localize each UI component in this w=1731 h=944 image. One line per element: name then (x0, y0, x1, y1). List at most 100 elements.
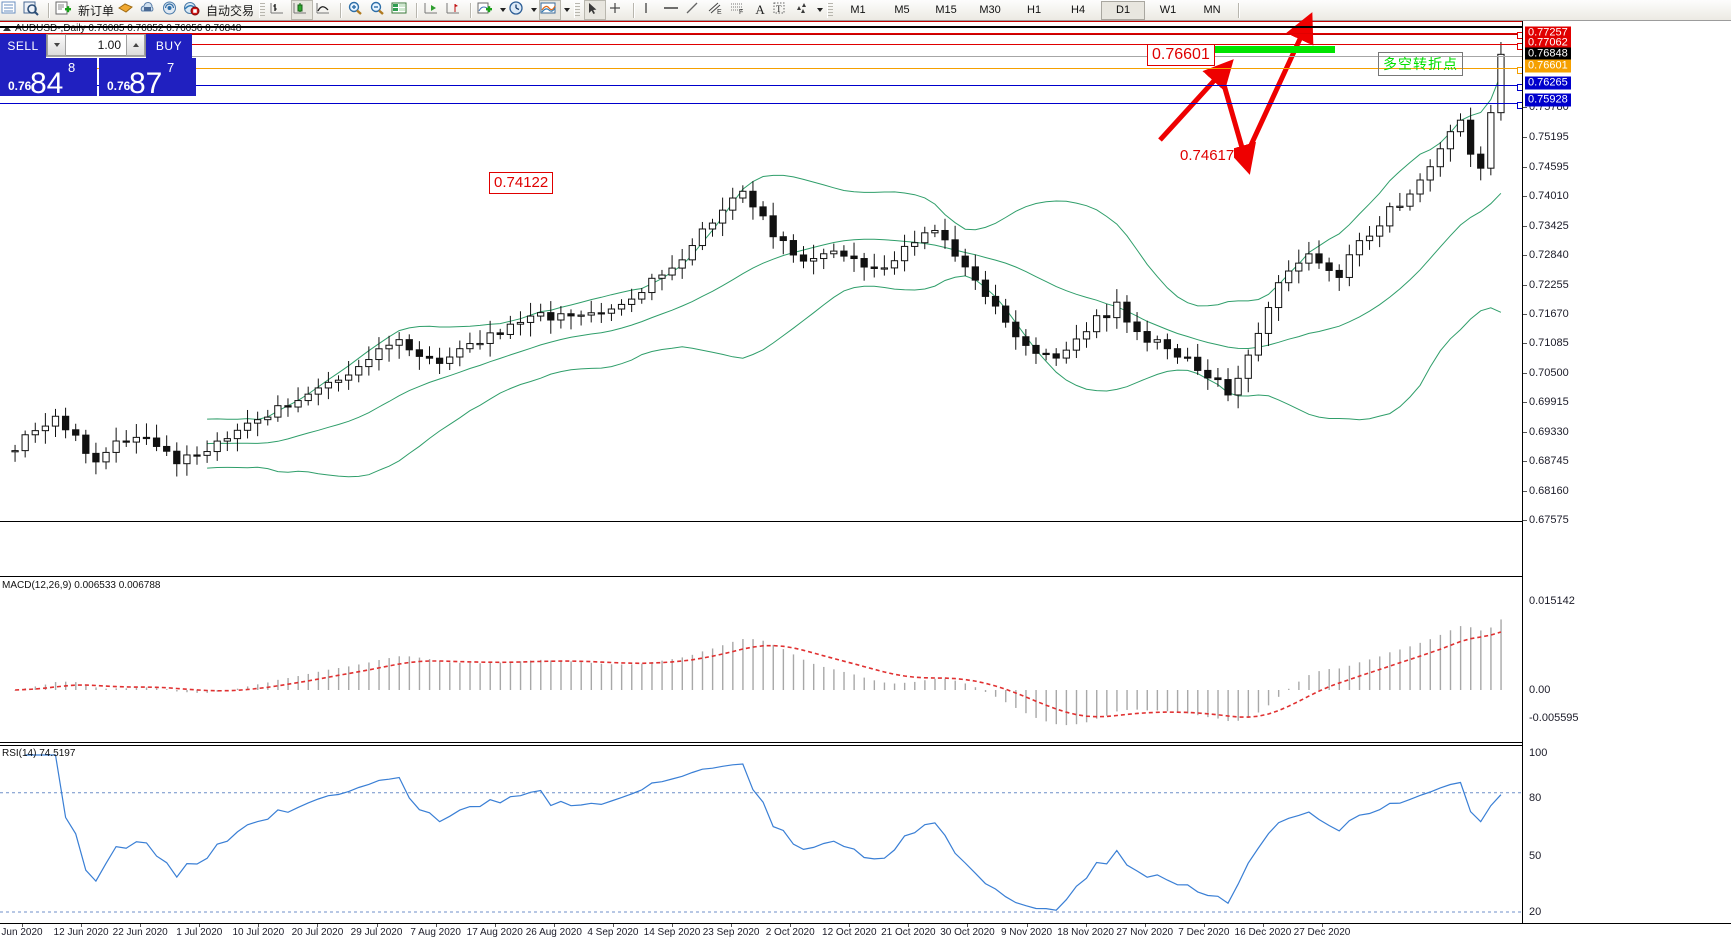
price-badge-blue-level[interactable]: 0.76265 (1525, 76, 1571, 90)
candlestick-series[interactable] (11, 41, 1505, 477)
volume-input[interactable]: 1.00 (97, 38, 121, 52)
volume-stepper[interactable]: 1.00 (46, 34, 146, 56)
mql-community-icon[interactable] (139, 1, 159, 19)
vertical-line-icon[interactable] (640, 1, 660, 19)
price-tag-december-low[interactable]: 0.74617 (1180, 146, 1235, 166)
time-axis-label: 27 Dec 2020 (1293, 927, 1351, 938)
bollinger-bands (207, 74, 1502, 478)
axis-tick (1523, 284, 1527, 286)
objects-dropdown-icon[interactable] (815, 1, 824, 19)
equidistant-channel-icon[interactable]: E (706, 1, 726, 19)
time-axis-label: 27 Nov 2020 (1116, 927, 1174, 938)
timeframe-m1[interactable]: M1 (850, 4, 866, 16)
price-tag-resistance[interactable]: 0.76601 (1147, 44, 1215, 66)
data-search-icon[interactable] (23, 1, 43, 19)
toolbar-grip[interactable] (827, 2, 834, 18)
time-tick (494, 924, 496, 927)
level-line-black-top[interactable] (0, 26, 1522, 28)
price-axis-label: 0.74010 (1529, 190, 1569, 203)
bollinger-middle (207, 192, 1502, 445)
line-chart-icon[interactable] (315, 1, 335, 19)
timeframe-h1[interactable]: H1 (1027, 4, 1042, 16)
toolbar-separator (633, 2, 636, 18)
cursor-icon[interactable] (584, 0, 607, 20)
new-order-icon[interactable] (55, 1, 75, 19)
time-tick (22, 924, 23, 927)
level-line-red-77062[interactable] (0, 43, 1524, 50)
buy-button[interactable]: BUY (146, 34, 192, 58)
oscillator-axis-label: 0.015142 (1529, 595, 1575, 607)
toolbar-grip[interactable] (574, 2, 581, 18)
axis-tick (1523, 136, 1527, 138)
collapse-triangle-icon[interactable] (3, 25, 11, 31)
price-axis-label: 0.74595 (1529, 160, 1569, 173)
timeframe-mn[interactable]: MN (1203, 4, 1221, 16)
level-line-red-77257[interactable] (0, 32, 1524, 39)
sell-price-display[interactable]: 0.76 84 8 (0, 58, 97, 99)
price-badge-blue-level[interactable]: 0.75928 (1525, 93, 1571, 107)
time-axis-label: 22 Jun 2020 (112, 927, 168, 938)
chart-shift-icon[interactable] (423, 1, 443, 19)
auto-trading-icon[interactable] (183, 1, 203, 19)
time-tick (1203, 924, 1205, 927)
period-icon[interactable] (508, 1, 528, 19)
candlestick-chart-icon[interactable] (291, 0, 314, 20)
new-order-label[interactable]: 新订单 (78, 3, 115, 18)
templates-dropdown-icon[interactable] (562, 1, 571, 19)
price-badge-red-level[interactable]: 0.77257 (1525, 26, 1571, 40)
price-badge-red-level[interactable]: 0.77062 (1525, 36, 1571, 50)
buy-price-prefix: 0.76 (107, 79, 131, 93)
expert-advisors-icon[interactable] (117, 1, 137, 19)
fibonacci-icon[interactable]: F (728, 1, 748, 19)
trend-arrow-1[interactable] (1158, 59, 1234, 142)
timeframe-m15[interactable]: M15 (935, 4, 957, 16)
axis-tick (1523, 402, 1527, 404)
pane-divider-macd-top (0, 576, 1731, 577)
bar-chart-icon[interactable] (269, 1, 289, 19)
main-toolbar[interactable]: 新订单 自动交易 (0, 0, 1731, 21)
signals-icon[interactable] (161, 1, 181, 19)
price-badge-orange-level[interactable]: 0.76601 (1525, 59, 1571, 73)
level-line-orange-76601[interactable] (0, 67, 1524, 74)
objects-list-icon[interactable] (794, 1, 814, 19)
text-icon[interactable]: A (755, 2, 765, 17)
crosshair-icon[interactable] (608, 1, 628, 19)
volume-decrement-button[interactable] (47, 34, 66, 56)
auto-trading-label[interactable]: 自动交易 (206, 3, 255, 18)
timeframe-m5[interactable]: M5 (894, 4, 910, 16)
trend-arrow-2[interactable] (1219, 77, 1256, 175)
level-line-gray-76848[interactable] (0, 56, 1522, 57)
trendline-icon[interactable] (684, 1, 704, 19)
indicators-dropdown-icon[interactable] (498, 1, 507, 19)
templates-icon[interactable] (539, 0, 562, 20)
label-icon[interactable]: T (772, 1, 792, 19)
data-window-icon[interactable] (391, 1, 411, 19)
zoom-in-icon[interactable] (347, 1, 367, 19)
zoom-out-icon[interactable] (369, 1, 389, 19)
volume-increment-button[interactable] (126, 34, 145, 56)
time-axis-label: 20 Jul 2020 (291, 927, 344, 938)
timeframe-m30[interactable]: M30 (979, 4, 1001, 16)
price-axis[interactable]: 0.75780 0.75195 0.74595 0.74010 0.73425 0.728… (1522, 21, 1731, 923)
period-dropdown-icon[interactable] (529, 1, 538, 19)
toolbar-grip[interactable] (259, 2, 266, 18)
green-resistance-highlight[interactable] (1205, 46, 1335, 53)
timeframe-h4[interactable]: H4 (1071, 4, 1086, 16)
timeframe-w1[interactable]: W1 (1159, 4, 1177, 16)
level-line-blue-76265[interactable] (0, 84, 1524, 91)
one-click-trading-panel[interactable]: SELL 1.00 BUY 0.76 84 8 0.76 87 7 (0, 34, 198, 99)
price-tag-august-high[interactable]: 0.74122 (489, 172, 554, 194)
buy-price-display[interactable]: 0.76 87 7 (99, 58, 196, 99)
level-line-blue-75928[interactable] (0, 102, 1524, 109)
market-watch-icon[interactable] (1, 1, 21, 19)
price-badge-last-price[interactable]: 0.76848 (1525, 47, 1571, 61)
timeframe-d1[interactable]: D1 (1101, 0, 1146, 20)
indicators-icon[interactable] (477, 1, 497, 19)
auto-scroll-icon[interactable] (445, 1, 465, 19)
sell-button[interactable]: SELL (0, 34, 46, 58)
oscillator-axis-label: 0.00 (1529, 684, 1551, 696)
turning-point-note[interactable]: 多空转折点 (1378, 52, 1463, 76)
time-axis[interactable]: Jun 2020 12 Jun 2020 22 Jun 2020 1 Jul 2020… (0, 923, 1731, 944)
horizontal-line-icon[interactable] (662, 1, 682, 19)
